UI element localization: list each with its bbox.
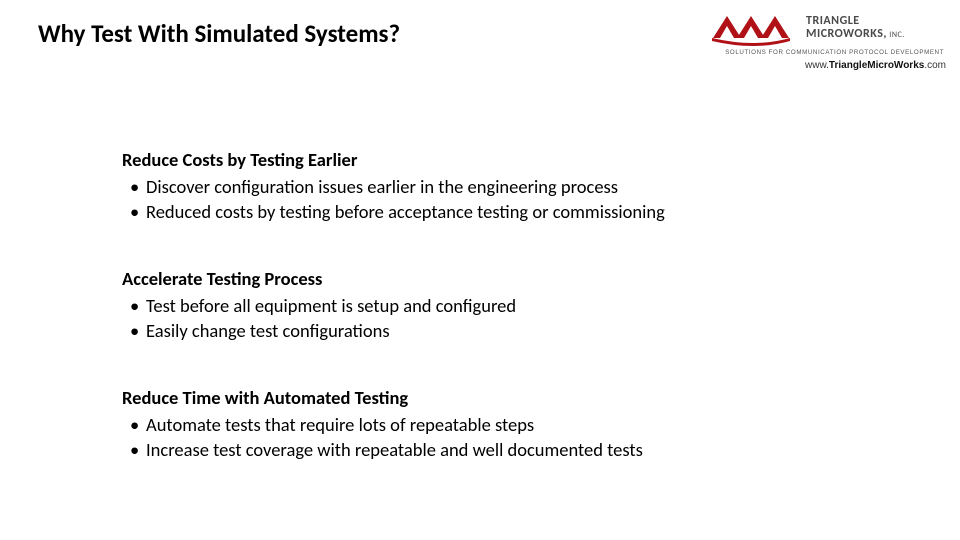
bullet-item: Test before all equipment is setup and c… [146, 294, 842, 319]
bullet-item: Reduced costs by testing before acceptan… [146, 200, 842, 225]
logo-tagline: SOLUTIONS FOR COMMUNICATION PROTOCOL DEV… [710, 49, 946, 56]
bullet-item: Increase test coverage with repeatable a… [146, 438, 842, 463]
bullet-list: Discover configuration issues earlier in… [122, 175, 842, 225]
bullet-item: Discover configuration issues earlier in… [146, 175, 842, 200]
section-2: Accelerate Testing Process Test before a… [122, 267, 842, 344]
triangle-wave-logo-icon [710, 8, 800, 48]
bullet-list: Automate tests that require lots of repe… [122, 413, 842, 463]
section-1: Reduce Costs by Testing Earlier Discover… [122, 148, 842, 225]
section-heading: Reduce Time with Automated Testing [122, 386, 842, 409]
bullet-item: Automate tests that require lots of repe… [146, 413, 842, 438]
slide-title: Why Test With Simulated Systems? [38, 18, 400, 49]
logo-top-row: TRIANGLE MICROWORKS, INC. [710, 8, 946, 48]
logo-line2: MICROWORKS, INC. [806, 28, 905, 41]
bullet-list: Test before all equipment is setup and c… [122, 294, 842, 344]
logo-url: www.TriangleMicroWorks.com [710, 60, 946, 71]
section-heading: Reduce Costs by Testing Earlier [122, 148, 842, 171]
company-logo-block: TRIANGLE MICROWORKS, INC. SOLUTIONS FOR … [710, 8, 946, 71]
bullet-item: Easily change test configurations [146, 319, 842, 344]
logo-company-name: TRIANGLE MICROWORKS, INC. [806, 15, 905, 40]
slide: Why Test With Simulated Systems? TRIANGL… [0, 0, 960, 540]
section-heading: Accelerate Testing Process [122, 267, 842, 290]
content-body: Reduce Costs by Testing Earlier Discover… [122, 148, 842, 505]
section-3: Reduce Time with Automated Testing Autom… [122, 386, 842, 463]
